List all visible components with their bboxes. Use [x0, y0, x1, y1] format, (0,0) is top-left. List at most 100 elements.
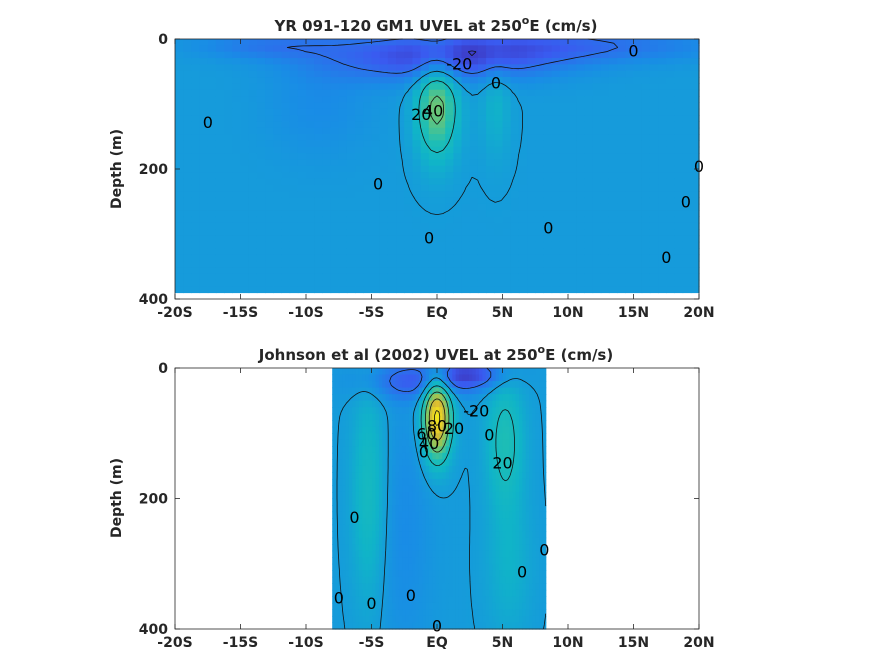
- heat-cell: [412, 242, 421, 249]
- heat-cell: [322, 71, 331, 78]
- heat-cell: [519, 83, 528, 90]
- heat-cell: [527, 109, 536, 116]
- heat-cell: [470, 115, 479, 122]
- heat-cell: [470, 235, 479, 242]
- heat-cell: [658, 185, 667, 192]
- heat-cell: [584, 64, 593, 71]
- heat-cell: [380, 115, 389, 122]
- heat-cell: [584, 197, 593, 204]
- heat-cell: [249, 286, 258, 293]
- heat-cell: [601, 71, 610, 78]
- heat-cell: [601, 64, 610, 71]
- heat-cell: [445, 286, 454, 293]
- heat-cell: [527, 197, 536, 204]
- heat-cell: [642, 280, 651, 287]
- heat-cell: [347, 45, 356, 52]
- heat-cell: [519, 267, 528, 274]
- heat-cell: [265, 185, 274, 192]
- heat-cell: [191, 248, 200, 255]
- heat-cell: [175, 90, 184, 97]
- heat-cell: [306, 109, 315, 116]
- heat-cell: [486, 280, 495, 287]
- heat-cell: [568, 109, 577, 116]
- heat-cell: [208, 64, 217, 71]
- heat-cell: [347, 71, 356, 78]
- heat-cell: [347, 286, 356, 293]
- heat-cell: [527, 261, 536, 268]
- heat-cell: [486, 134, 495, 141]
- heat-cell: [200, 166, 209, 173]
- heat-cell: [576, 128, 585, 135]
- heat-cell: [339, 216, 348, 223]
- heat-cell: [503, 210, 512, 217]
- heat-cell: [175, 52, 184, 59]
- heat-cell: [298, 134, 307, 141]
- heat-cell: [380, 273, 389, 280]
- heat-cell: [634, 229, 643, 236]
- heat-cell: [503, 286, 512, 293]
- heat-cell: [249, 128, 258, 135]
- heat-cell: [593, 185, 602, 192]
- heat-cell: [347, 248, 356, 255]
- heat-cell: [658, 71, 667, 78]
- heat-cell: [658, 216, 667, 223]
- heat-cell: [462, 102, 471, 109]
- heat-cell: [650, 52, 659, 59]
- heat-cell: [175, 229, 184, 236]
- heat-cell: [339, 64, 348, 71]
- heat-cell: [568, 83, 577, 90]
- heat-cell: [257, 109, 266, 116]
- heat-cell: [511, 77, 520, 84]
- heat-cell: [290, 52, 299, 59]
- heat-cell: [249, 39, 258, 46]
- heat-cell: [609, 128, 618, 135]
- heat-cell: [322, 216, 331, 223]
- heat-cell: [511, 261, 520, 268]
- heat-cell: [273, 280, 282, 287]
- heat-cell: [306, 77, 315, 84]
- heat-cell: [445, 115, 454, 122]
- heat-cell: [593, 286, 602, 293]
- heat-cell: [609, 52, 618, 59]
- heat-cell: [224, 204, 233, 211]
- heat-cell: [232, 248, 241, 255]
- heat-cell: [511, 204, 520, 211]
- heat-cell: [617, 115, 626, 122]
- heat-cell: [650, 128, 659, 135]
- heat-cell: [175, 102, 184, 109]
- heat-cell: [388, 216, 397, 223]
- heat-cell: [404, 248, 413, 255]
- heat-cell: [224, 254, 233, 261]
- heat-cell: [208, 140, 217, 147]
- heat-cell: [265, 197, 274, 204]
- heat-cell: [191, 121, 200, 128]
- heat-cell: [216, 204, 225, 211]
- heat-cell: [478, 102, 487, 109]
- heat-cell: [388, 159, 397, 166]
- heat-cell: [232, 134, 241, 141]
- heat-cell: [691, 235, 700, 242]
- heat-cell: [527, 191, 536, 198]
- heat-cell: [437, 254, 446, 261]
- heat-cell: [462, 204, 471, 211]
- heat-cell: [412, 140, 421, 147]
- heat-cell: [257, 102, 266, 109]
- heat-cell: [519, 71, 528, 78]
- heat-cell: [576, 159, 585, 166]
- heat-cell: [511, 147, 520, 154]
- heat-cell: [462, 254, 471, 261]
- heat-cell: [470, 77, 479, 84]
- heat-cell: [535, 58, 544, 65]
- heat-cell: [511, 115, 520, 122]
- heat-cell: [519, 191, 528, 198]
- heat-cell: [453, 216, 462, 223]
- heat-cell: [306, 286, 315, 293]
- heat-cell: [290, 172, 299, 179]
- heat-cell: [658, 166, 667, 173]
- heat-cell: [257, 96, 266, 103]
- heat-cell: [388, 229, 397, 236]
- heat-cell: [224, 286, 233, 293]
- heat-cell: [642, 128, 651, 135]
- heat-cell: [412, 71, 421, 78]
- heat-cell: [470, 242, 479, 249]
